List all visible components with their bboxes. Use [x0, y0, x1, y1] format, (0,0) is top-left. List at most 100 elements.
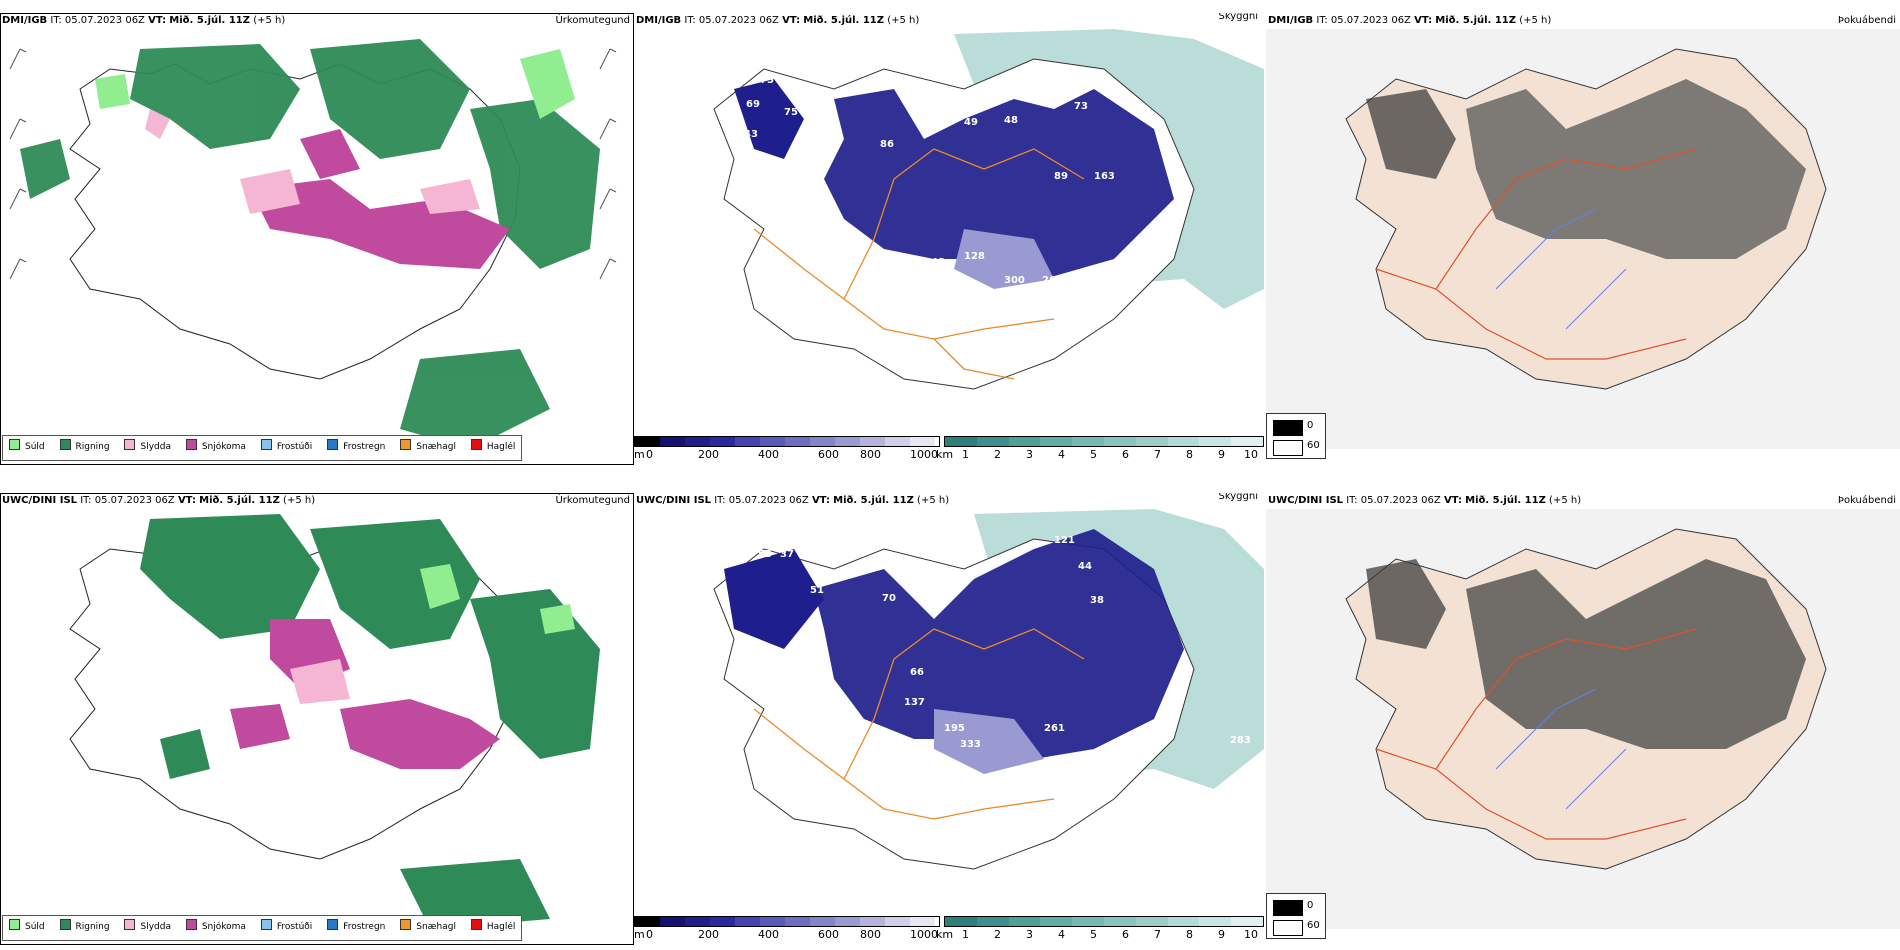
cloud-base-area: [724, 549, 824, 649]
legend-swatch: [327, 919, 339, 930]
cbar-cell: [1231, 437, 1263, 446]
fog-index-legend: 0 60: [1266, 893, 1326, 939]
tick-label: 3: [1026, 448, 1033, 461]
cbar-cell: [1167, 437, 1200, 446]
panel-header: DMI/IGB IT: 05.07.2023 06Z VT: Mið. 5.jú…: [0, 13, 634, 29]
cbar-cell: [1231, 917, 1263, 926]
panel-title: Skyggni: [1218, 493, 1258, 502]
visibility-label: 38: [1090, 595, 1104, 606]
cbar-cell: [1103, 437, 1136, 446]
panel-title: Þokuábendi: [1837, 495, 1896, 506]
legend-swatch: [470, 919, 482, 930]
legend-label: 0: [1307, 900, 1314, 911]
panel-title: Úrkomutegund: [555, 495, 630, 506]
cloud-base-labels: 67 53 37 51 70 121 44 38 66 137 195 333 …: [758, 535, 1251, 750]
cloud-panel-bottom: UWC/DINI ISL IT: 05.07.2023 06Z VT: Mið.…: [634, 493, 1264, 945]
rain-areas: [20, 39, 600, 449]
cbar-cell: [1199, 917, 1232, 926]
legend-item: Frostregn: [327, 916, 385, 938]
legend-item: Snjókoma: [185, 436, 246, 458]
legend-item: Súld: [9, 436, 45, 458]
tick-label: 10: [1244, 448, 1258, 461]
cbar-cell: [945, 437, 977, 446]
it-label: IT:: [684, 15, 696, 26]
it-value: 05.07.2023 06Z: [1360, 495, 1441, 506]
cloud-base-area: [824, 89, 1174, 279]
cbar-cell: [685, 917, 710, 926]
panel-title: Þokuábendi: [1837, 15, 1896, 26]
wind-barbs: [9, 48, 617, 280]
lead-time: (+5 h): [1549, 495, 1582, 506]
visibility-label: 195: [944, 723, 965, 734]
precip-map: [9, 39, 617, 449]
it-label: IT:: [714, 495, 726, 506]
cbar-cell: [810, 437, 835, 446]
legend-label: Snjókoma: [201, 442, 246, 452]
unit-label: m: [634, 448, 645, 461]
visibility-label: 75: [784, 107, 798, 118]
precip-panel-bottom: UWC/DINI ISL IT: 05.07.2023 06Z VT: Mið.…: [0, 493, 634, 945]
cbar-cell: [910, 917, 935, 926]
visibility-label: 43: [744, 129, 758, 140]
visibility-label: 261: [1044, 723, 1065, 734]
cloud-base-labels: 75 69 47 43 75 86 49 48 108 73 89 163 12…: [724, 71, 1115, 412]
unit-label: m: [634, 928, 645, 941]
legend-item: Frostúði: [260, 916, 312, 938]
visibility-label: 268: [1042, 275, 1063, 286]
cbar-cell: [1103, 917, 1136, 926]
river-network: [1495, 688, 1627, 810]
legend-swatch: [59, 919, 71, 930]
legend-label: Rigning: [75, 922, 110, 932]
cbar-cell: [1040, 917, 1073, 926]
legend-label: Frostregn: [343, 922, 386, 932]
legend-label: Haglél: [486, 442, 516, 452]
legend-item: Haglél: [470, 916, 515, 938]
cbar-cell: [1040, 437, 1073, 446]
visibility-label: 67: [774, 535, 788, 546]
vt-label: VT:: [1414, 15, 1433, 26]
fog-index-legend: 0 60: [1266, 413, 1326, 459]
cbar-cell: [1072, 437, 1104, 446]
unit-label: km: [936, 928, 954, 941]
distance-colorbar: km 1 2 3 4 5 6 7 8 9 10: [936, 436, 1264, 464]
legend-swatch: [1273, 900, 1303, 916]
cbar-cell: [945, 917, 977, 926]
cbar-cell: [860, 917, 885, 926]
visibility-label: 163: [1094, 171, 1115, 182]
cbar-cell: [976, 917, 1009, 926]
cbar-cell: [835, 437, 860, 446]
tick-label: 200: [698, 448, 719, 461]
road-network: [1375, 148, 1697, 360]
cloud-panel-top: DMI/IGB IT: 05.07.2023 06Z VT: Mið. 5.jú…: [634, 13, 1264, 465]
lead-time: (+5 h): [253, 15, 286, 26]
visibility-label: 51: [810, 585, 824, 596]
height-colorbar: m 0 200 400 600 800 1000: [634, 436, 940, 464]
precip-panel-top: DMI/IGB IT: 05.07.2023 06Z VT: Mið. 5.jú…: [0, 13, 634, 465]
cbar-cell: [1199, 437, 1232, 446]
cloud-base-area: [814, 529, 1184, 759]
drizzle-areas: [420, 564, 575, 634]
it-value: 05.07.2023 06Z: [64, 15, 145, 26]
tick-label: 600: [818, 448, 839, 461]
visibility-label: 137: [904, 697, 925, 708]
legend-label: Snæhagl: [416, 922, 456, 932]
tick-label: 8: [1186, 928, 1193, 941]
visibility-label: 73: [1074, 101, 1088, 112]
it-value: 05.07.2023 06Z: [698, 15, 779, 26]
panel-frame: [0, 13, 634, 465]
cloud-base-area: [734, 79, 804, 159]
precip-type-legend: Súld Rigning Slydda Snjókoma Frostúði Fr…: [2, 435, 523, 461]
precip-map: [69, 514, 600, 929]
vt-label: VT:: [782, 15, 801, 26]
legend-swatch: [9, 439, 20, 450]
model-name: UWC/DINI ISL: [1268, 495, 1344, 506]
tick-label: 4: [1058, 448, 1065, 461]
legend-swatch: [185, 439, 197, 450]
legend-label: Slydda: [140, 922, 171, 932]
tick-label: 400: [758, 448, 779, 461]
legend-swatch: [9, 919, 20, 930]
visibility-label: 66: [910, 667, 924, 678]
visibility-label: 49: [964, 117, 978, 128]
legend-label: Slydda: [140, 442, 171, 452]
visibility-label: 70: [882, 593, 896, 604]
